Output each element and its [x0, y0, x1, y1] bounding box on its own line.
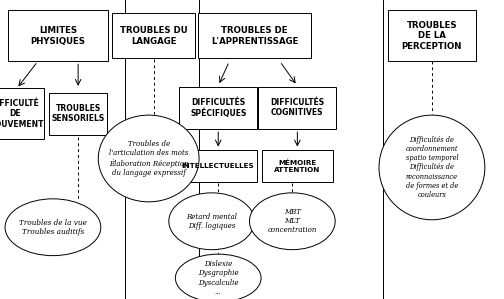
- FancyBboxPatch shape: [258, 87, 337, 129]
- Ellipse shape: [175, 254, 261, 299]
- FancyBboxPatch shape: [49, 93, 107, 135]
- Text: DIFFICULTÉ
DE
MOUVEMENT: DIFFICULTÉ DE MOUVEMENT: [0, 99, 43, 129]
- FancyBboxPatch shape: [262, 150, 333, 182]
- FancyBboxPatch shape: [112, 13, 195, 58]
- Ellipse shape: [249, 193, 335, 250]
- Text: DIFFICULTÉS
SPÉCIFIQUES: DIFFICULTÉS SPÉCIFIQUES: [190, 98, 246, 118]
- Ellipse shape: [98, 115, 199, 202]
- Text: Troubles de
l'articulation des mots
Élaboration Réception
du langage expressif: Troubles de l'articulation des mots Élab…: [109, 140, 188, 177]
- Text: TROUBLES DU
LANGAGE: TROUBLES DU LANGAGE: [120, 26, 187, 45]
- Text: TROUBLES
DE LA
PERCEPTION: TROUBLES DE LA PERCEPTION: [402, 21, 462, 51]
- Ellipse shape: [169, 193, 255, 250]
- Text: TROUBLES DE
L'APPRENTISSAGE: TROUBLES DE L'APPRENTISSAGE: [211, 26, 298, 45]
- FancyBboxPatch shape: [388, 10, 476, 61]
- FancyBboxPatch shape: [198, 13, 311, 58]
- FancyBboxPatch shape: [8, 10, 108, 61]
- FancyBboxPatch shape: [0, 88, 44, 139]
- Text: DIFFICULTÉS
COGNITIVES: DIFFICULTÉS COGNITIVES: [270, 98, 325, 117]
- Text: TROUBLES
SENSORIELS: TROUBLES SENSORIELS: [51, 104, 105, 123]
- FancyBboxPatch shape: [179, 87, 257, 129]
- Text: Troubles de la vue
Troubles auditifs: Troubles de la vue Troubles auditifs: [19, 219, 87, 236]
- Text: MBT
MLT
concentration: MBT MLT concentration: [268, 208, 317, 234]
- Text: Dislexie
Dysgraphie
Dyscalculie
...: Dislexie Dysgraphie Dyscalculie ...: [198, 260, 238, 296]
- Text: MÉMOIRE
ATTENTION: MÉMOIRE ATTENTION: [274, 159, 321, 173]
- Text: Difficultés de
coordonnement
spatio temporel
Difficultés de
reconnaissance
de fo: Difficultés de coordonnement spatio temp…: [406, 136, 458, 199]
- Text: Retard mental
Diff. logiques: Retard mental Diff. logiques: [186, 213, 237, 230]
- FancyBboxPatch shape: [179, 150, 257, 182]
- Ellipse shape: [5, 199, 101, 256]
- Text: LIMITES
PHYSIQUES: LIMITES PHYSIQUES: [30, 26, 86, 45]
- Ellipse shape: [379, 115, 485, 220]
- Text: INTELLECTUELLES: INTELLECTUELLES: [182, 163, 255, 169]
